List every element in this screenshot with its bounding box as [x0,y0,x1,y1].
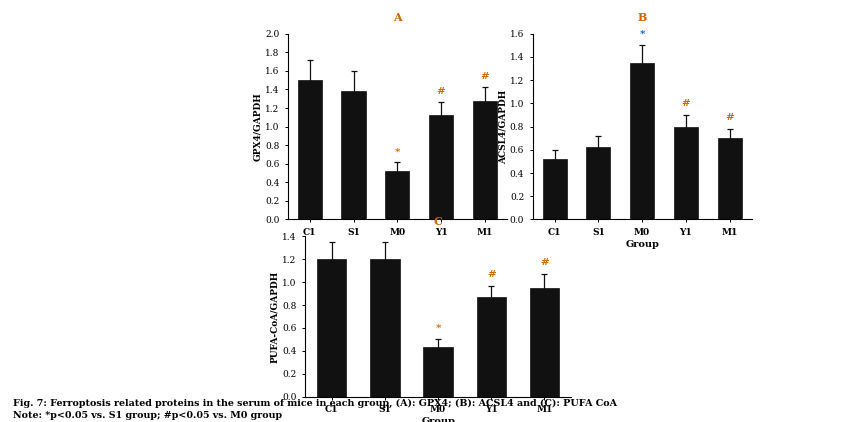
Y-axis label: GPX4/GAPDH: GPX4/GAPDH [253,92,262,161]
X-axis label: Group: Group [625,240,659,249]
Text: *: * [394,147,400,156]
Bar [530,288,559,397]
Bar [423,347,453,397]
Bar [317,259,346,397]
Text: #: # [725,113,734,122]
Bar [630,63,655,219]
Text: A: A [393,12,402,23]
Bar [673,127,698,219]
Text: #: # [540,258,549,267]
Text: *: * [436,324,441,333]
Bar [298,80,322,219]
Bar [543,159,567,219]
Text: B: B [637,12,647,23]
X-axis label: Group: Group [381,240,414,249]
Bar [477,297,506,397]
Text: C: C [434,216,442,227]
Text: Fig. 7: Ferroptosis related proteins in the serum of mice in each group, (A): GP: Fig. 7: Ferroptosis related proteins in … [13,399,617,408]
Text: Note: *p<0.05 vs. S1 group; #p<0.05 vs. M0 group: Note: *p<0.05 vs. S1 group; #p<0.05 vs. … [13,411,282,420]
Text: #: # [480,72,489,81]
Bar [587,148,611,219]
Text: *: * [639,30,645,38]
Text: #: # [681,99,691,108]
Y-axis label: ACSL4/GAPDH: ACSL4/GAPDH [498,89,507,164]
Bar [342,91,366,219]
Text: #: # [436,87,446,96]
Y-axis label: PUFA-CoA/GAPDH: PUFA-CoA/GAPDH [271,271,279,362]
Text: #: # [487,270,496,279]
Bar [472,100,497,219]
Bar [717,138,741,219]
Bar [429,116,453,219]
Bar [385,171,410,219]
X-axis label: Group: Group [421,417,455,422]
Bar [370,259,399,397]
